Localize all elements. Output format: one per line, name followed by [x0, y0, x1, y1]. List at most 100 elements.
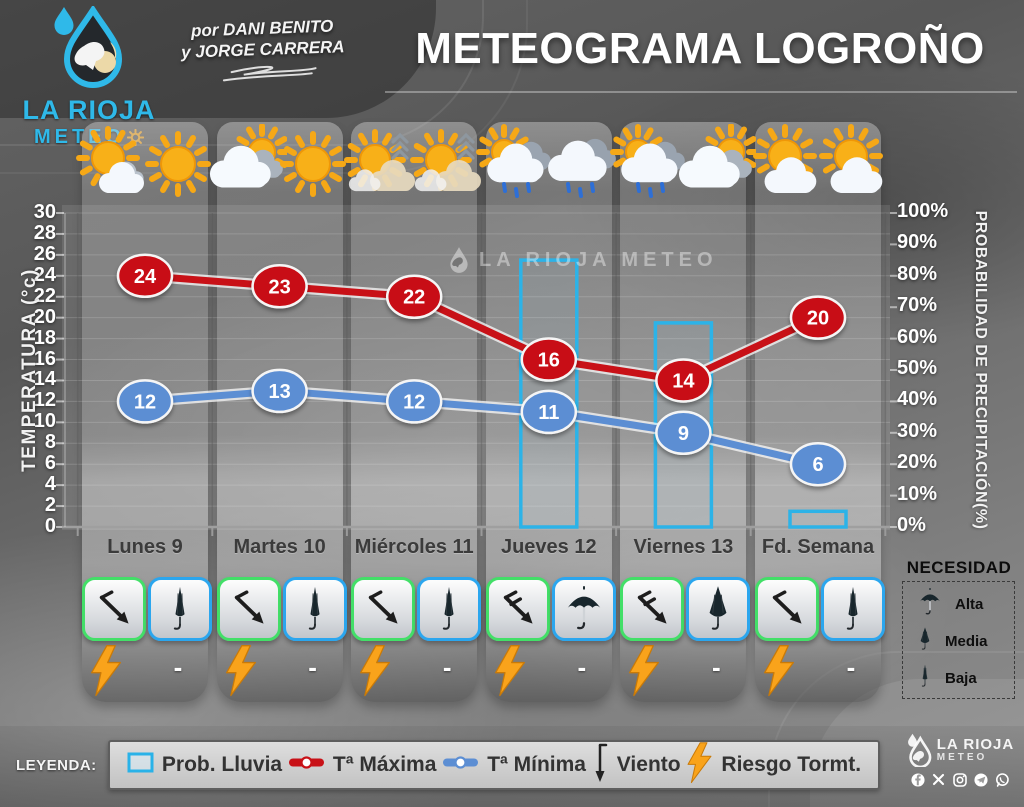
storm-risk-bolt-icon [762, 644, 796, 698]
logo-drop-icon [54, 4, 123, 88]
footer-drop-icon [907, 733, 932, 767]
no-storm-dash: - [173, 652, 183, 682]
sun-icon [273, 124, 353, 204]
temp-tick-label: 22 [33, 284, 56, 307]
temp-tick-label: 8 [44, 431, 56, 454]
no-storm-dash: - [846, 652, 856, 682]
title-divider [385, 91, 1017, 93]
legend-item-label: Tª Mínima [487, 753, 586, 776]
umbrella-need-box [282, 577, 347, 641]
sun-cloud-rain-icon [475, 124, 556, 204]
svg-text:9: 9 [678, 423, 689, 445]
facebook-icon[interactable] [910, 772, 926, 788]
storm-risk-bolt-icon [493, 644, 527, 698]
rain-prob-swatch-icon [127, 752, 154, 778]
legend-item-label: Riesgo Tormt. [721, 753, 862, 776]
svg-text:12: 12 [403, 391, 425, 413]
legend-item: Prob. Lluvia [127, 752, 282, 778]
legend-caption: LEYENDA: [16, 757, 97, 774]
umbrella-need-box [417, 577, 482, 641]
svg-text:11: 11 [538, 402, 559, 424]
legend-item: Tª Mínima [442, 753, 586, 777]
day-label: Jueves 12 [500, 536, 597, 558]
x-icon[interactable] [931, 772, 947, 788]
tmin-marker: 6 [789, 441, 847, 487]
temp-tick-label: 10 [33, 410, 56, 433]
watermark: LA RIOJA METEO [448, 246, 718, 274]
temp-tick-label: 30 [33, 201, 56, 223]
instagram-icon[interactable] [952, 772, 968, 788]
sun-cloud-rain-icon [610, 124, 690, 204]
temp-tick-label: 18 [33, 326, 56, 349]
temp-tick-label: 0 [44, 515, 56, 537]
tmin-marker: 9 [655, 410, 712, 456]
sun-haze-icon [341, 124, 421, 204]
precip-tick-label: 60% [897, 325, 938, 348]
legend-item-label: Viento [616, 753, 681, 776]
cloud-sun-icon [207, 123, 291, 204]
storm-risk-bolt-icon [224, 644, 258, 698]
telegram-icon[interactable] [973, 772, 989, 788]
precip-tick-label: 20% [897, 451, 938, 474]
umbrella-alta-icon [915, 586, 945, 623]
precip-tick-label: 40% [897, 388, 938, 411]
storm-risk-bolt-icon [627, 644, 661, 698]
tmax-marker: 14 [655, 358, 712, 403]
tmax-marker: 22 [385, 274, 443, 319]
necesidad-item: Alta [903, 586, 1014, 623]
watermark-drop-icon [450, 247, 468, 273]
no-storm-dash: - [442, 652, 452, 682]
temp-tick-label: 12 [33, 389, 56, 412]
tmin-marker: 13 [251, 368, 308, 414]
day-label: Fd. Semana [761, 536, 875, 558]
necesidad-label: Media [945, 633, 988, 650]
necesidad-box: Alta Media Baja [902, 581, 1015, 699]
necesidad-item: Media [903, 623, 1014, 660]
precip-tick-label: 0% [897, 514, 926, 536]
tmin-marker: 12 [116, 379, 174, 424]
footer-logo-title: LA RIOJA [936, 736, 1015, 753]
tmax-marker: 20 [789, 295, 847, 340]
day-label: Martes 10 [233, 536, 326, 558]
temp-tick-label: 2 [44, 494, 56, 517]
plot-background [62, 205, 890, 530]
authors-credit: por DANI BENITO y JORGE CARRERA [167, 15, 359, 93]
wind-direction-box [755, 577, 819, 641]
svg-text:24: 24 [134, 266, 157, 288]
umbrella-media-icon [915, 623, 935, 660]
precip-tick-label: 70% [897, 294, 938, 317]
sun-cloud-icon [811, 124, 891, 204]
tmax-line-icon [288, 754, 325, 776]
svg-text:23: 23 [268, 276, 290, 298]
precip-tick-label: 80% [897, 262, 938, 285]
legend-item: Tª Máxima [288, 753, 436, 777]
sun-haze-icon [407, 124, 487, 204]
logo-title: LA RIOJA [22, 95, 156, 125]
rain-probability-bar [788, 509, 848, 529]
day-label: Viernes 13 [633, 536, 734, 558]
umbrella-need-box [551, 577, 616, 641]
umbrella-need-box [686, 577, 751, 641]
sun-small-cloud-icon [72, 124, 152, 204]
no-storm-dash: - [577, 652, 587, 682]
storm-risk-bolt-icon [358, 644, 392, 698]
day-label: Lunes 9 [107, 536, 183, 558]
precip-tick-label: 100% [897, 200, 949, 222]
sun-cloud-icon [745, 124, 825, 204]
tmax-marker: 23 [251, 264, 308, 309]
precip-tick-label: 10% [897, 482, 938, 505]
sun-icon [138, 124, 218, 204]
precip-tick-label: 50% [897, 357, 938, 379]
necesidad-item: Baja [903, 660, 1014, 697]
wind-direction-box [216, 577, 281, 641]
whatsapp-icon[interactable] [994, 772, 1010, 788]
precip-tick-label: 90% [897, 231, 938, 254]
wind-direction-box [485, 577, 550, 641]
page-title: METEOGRAMA LOGROÑO [415, 24, 985, 73]
storm-risk-bolt-icon [89, 644, 123, 698]
temp-tick-label: 20 [33, 305, 56, 328]
signature-doodle [222, 65, 317, 82]
legend-item-label: Prob. Lluvia [161, 753, 283, 776]
wind-arrow-icon [592, 742, 609, 789]
